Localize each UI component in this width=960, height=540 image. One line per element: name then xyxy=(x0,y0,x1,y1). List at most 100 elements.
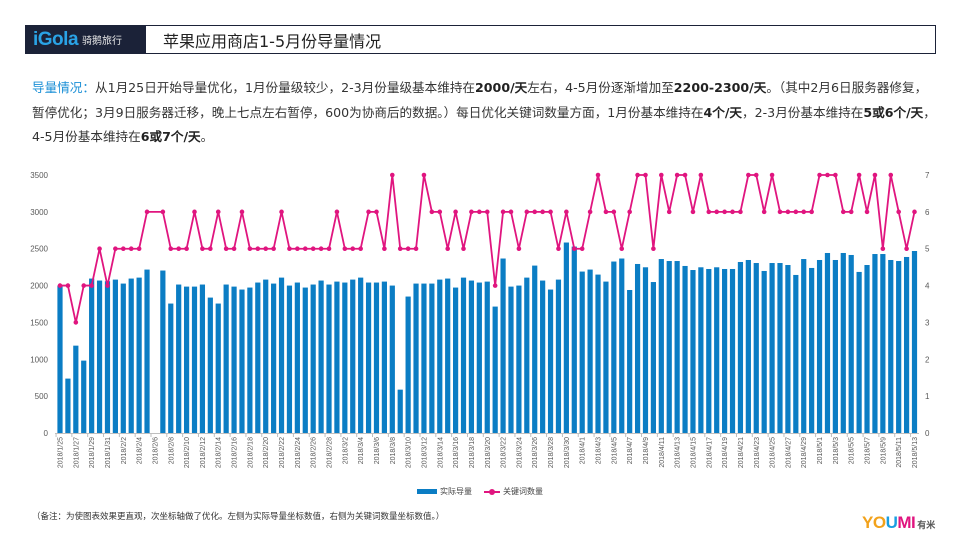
keyword-point xyxy=(848,209,854,215)
bar xyxy=(872,254,878,433)
keyword-point xyxy=(302,246,308,252)
bar xyxy=(642,267,649,433)
bar xyxy=(864,265,870,433)
x-axis-tick-label: 2018/4/15 xyxy=(690,437,697,468)
keyword-point xyxy=(666,209,672,215)
keyword-point xyxy=(761,209,767,215)
bar xyxy=(65,378,71,433)
x-axis-tick-label: 2018/4/27 xyxy=(785,437,792,468)
bar xyxy=(176,284,182,433)
intro-text: 从1月25日开始导量优化，1月份量级较少，2-3月份量级基本维持在 xyxy=(94,80,476,95)
x-axis-tick-label: 2018/5/1 xyxy=(817,437,824,464)
bar xyxy=(888,259,894,433)
keyword-point xyxy=(706,209,712,215)
x-axis-tick-label: 2018/3/2 xyxy=(342,437,349,464)
keyword-point xyxy=(714,209,719,215)
x-axis-tick-label: 2018/4/11 xyxy=(659,437,666,468)
x-axis-tick-label: 2018/1/25 xyxy=(58,437,65,468)
x-axis-tick-label: 2018/3/16 xyxy=(453,437,460,468)
intro-highlight: 2200-2300/天 xyxy=(673,80,767,95)
bar xyxy=(247,287,253,433)
bar xyxy=(508,286,514,433)
combo-chart: 0 500 1000 1500 2000 2500 3000 3500 0 1 2 3 4 5 6 7 2018… xyxy=(30,171,930,468)
right-axis-tick-label: 2 xyxy=(925,355,930,364)
keyword-point xyxy=(477,209,482,215)
keyword-point xyxy=(603,209,609,215)
x-axis-tick-label: 2018/3/18 xyxy=(469,437,476,468)
keyword-point xyxy=(136,246,142,252)
keyword-point xyxy=(57,283,63,288)
bar xyxy=(81,360,87,433)
bar xyxy=(714,267,720,433)
bar xyxy=(658,259,664,433)
bar xyxy=(777,263,783,433)
bar xyxy=(571,246,577,433)
bar xyxy=(737,261,744,433)
bar xyxy=(484,281,490,433)
bar xyxy=(753,263,759,433)
x-axis-tick-label: 2018/3/4 xyxy=(358,437,365,464)
brand-main: YOUMI xyxy=(862,513,916,532)
bar xyxy=(421,283,427,433)
bar xyxy=(144,269,150,433)
x-axis-tick-label: 2018/2/26 xyxy=(311,437,318,468)
keyword-point xyxy=(769,172,775,178)
x-axis-tick-label: 2018/1/29 xyxy=(89,437,96,468)
intro-text: ，2-3月份基本维持在 xyxy=(742,104,864,120)
page-title: 苹果应用商店1-5月份导量情况 xyxy=(163,31,382,51)
bar xyxy=(745,259,751,433)
bar xyxy=(168,303,174,433)
keyword-point xyxy=(809,209,814,215)
keyword-point xyxy=(738,209,743,215)
legend-line-marker-icon xyxy=(484,488,500,495)
x-axis-tick-label: 2018/5/5 xyxy=(849,437,856,464)
bar xyxy=(619,258,625,433)
keyword-point xyxy=(73,320,79,325)
keyword-point xyxy=(817,172,822,178)
x-axis-tick-label: 2018/4/19 xyxy=(722,437,729,468)
bar xyxy=(460,277,467,433)
bar xyxy=(104,281,111,433)
bar xyxy=(848,254,854,433)
bar xyxy=(492,306,498,433)
bar xyxy=(809,267,815,433)
keyword-point xyxy=(366,209,371,215)
keyword-point xyxy=(437,209,443,215)
bar xyxy=(183,286,190,433)
bar xyxy=(540,280,546,433)
keyword-point xyxy=(445,246,450,252)
keyword-point xyxy=(659,172,664,178)
bar xyxy=(271,283,277,433)
keyword-point xyxy=(310,246,316,252)
legend-item-line: 关键词数量 xyxy=(484,486,543,497)
bar xyxy=(801,259,807,433)
keyword-point xyxy=(247,246,253,252)
keyword-point xyxy=(532,209,538,215)
bar xyxy=(199,284,206,433)
bar xyxy=(223,284,229,433)
keyword-point xyxy=(690,209,696,215)
bar xyxy=(468,280,475,433)
bar xyxy=(263,279,269,433)
keyword-point xyxy=(785,209,791,215)
right-axis-tick-label: 5 xyxy=(925,245,930,254)
keyword-point xyxy=(856,172,862,178)
bar xyxy=(785,265,791,433)
bar xyxy=(706,268,712,433)
bar xyxy=(603,281,609,433)
keyword-point xyxy=(643,172,648,178)
intro-highlight: 4个/天 xyxy=(703,104,743,120)
bar xyxy=(96,280,103,433)
x-axis-tick-label: 2018/4/1 xyxy=(580,437,587,464)
x-axis-tick-label: 2018/2/12 xyxy=(200,437,207,468)
bar xyxy=(816,259,823,433)
keyword-point xyxy=(184,246,189,252)
bar xyxy=(595,274,601,433)
keyword-point xyxy=(880,246,886,252)
keyword-point xyxy=(777,209,783,215)
x-axis-tick-label: 2018/4/7 xyxy=(627,437,634,464)
bar xyxy=(698,267,704,433)
bar xyxy=(516,285,522,433)
bar xyxy=(136,277,142,433)
keyword-point xyxy=(722,209,727,215)
